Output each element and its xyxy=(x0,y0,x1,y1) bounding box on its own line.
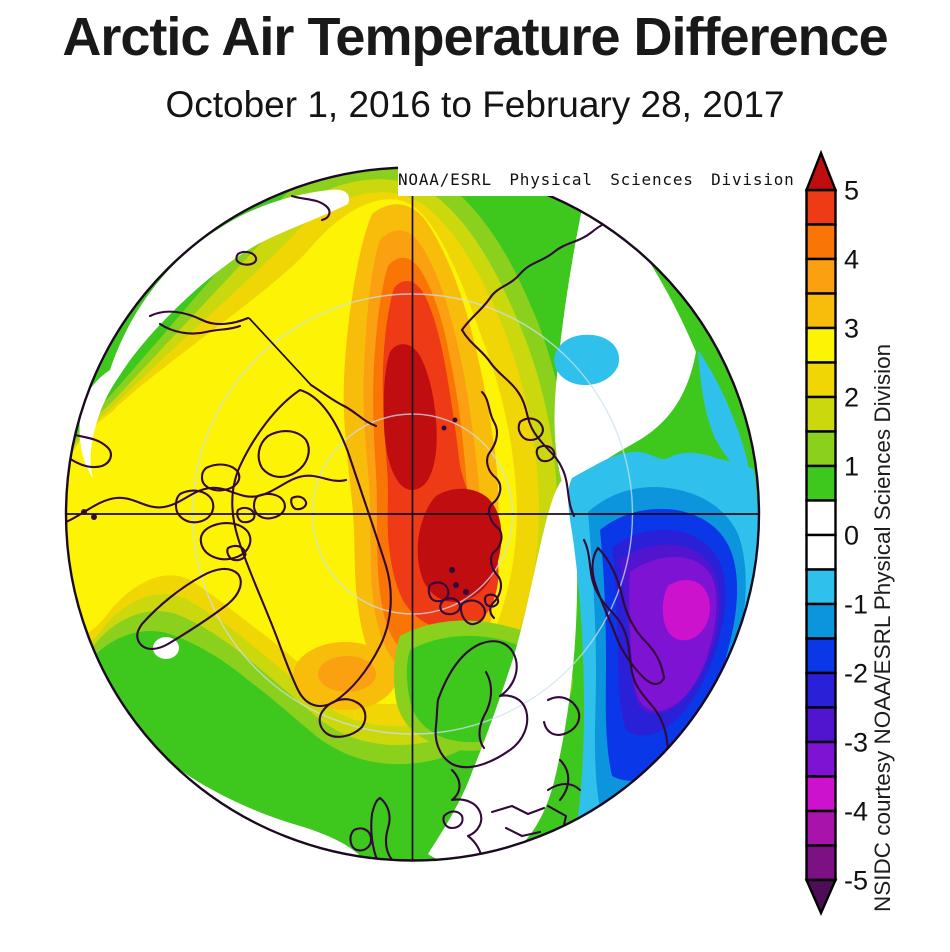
colorbar-segment xyxy=(805,637,837,675)
coast-beaufort-2 xyxy=(158,322,242,335)
white-strip-and-europe xyxy=(428,480,578,860)
map-overlay-credit: NOAA/ESRL Physical Sciences Division xyxy=(398,163,794,196)
novaya-zemlya xyxy=(591,546,666,686)
colorbar-segment xyxy=(805,499,837,537)
chukotka xyxy=(66,430,112,469)
wrangel-island xyxy=(235,250,258,266)
colorbar-segment xyxy=(805,464,837,502)
colorbar-segment xyxy=(805,740,837,778)
colorbar-arrow-below xyxy=(804,878,838,916)
polar-island-chain xyxy=(480,390,503,620)
colorbar-segment xyxy=(805,602,837,640)
colorbar-segment xyxy=(805,568,837,606)
franz-josef-2 xyxy=(439,597,462,616)
island-small-2 xyxy=(226,544,247,562)
border-russia-1 xyxy=(558,758,570,802)
island-dot-nsi-2 xyxy=(441,425,447,431)
colorbar-segment xyxy=(805,326,837,364)
scandinavia xyxy=(434,640,529,769)
bering-island-dot-2 xyxy=(91,514,97,520)
colorbar-segment xyxy=(805,292,837,330)
page-title: Arctic Air Temperature Difference xyxy=(62,7,888,67)
colorbar-tick-label: -2 xyxy=(844,659,868,689)
white-region-top-left xyxy=(79,189,350,478)
fjl-dot-3 xyxy=(449,567,455,573)
page-subtitle: October 1, 2016 to February 28, 2017 xyxy=(165,84,785,125)
colorbar-segment xyxy=(805,430,837,468)
border-europe-3 xyxy=(546,782,582,792)
colorbar-segment xyxy=(805,188,837,226)
border-russia-3 xyxy=(574,826,588,860)
greenland xyxy=(231,388,392,707)
side-credit: NSIDC courtesy NOAA/ESRL Physical Scienc… xyxy=(870,343,895,912)
svalbard xyxy=(459,599,487,626)
coast-beaufort-1 xyxy=(148,310,250,326)
white-region-upper-right xyxy=(554,180,696,500)
colorbar-arrow-above xyxy=(804,149,838,192)
fjl-dot-2 xyxy=(463,589,469,595)
border-europe-1 xyxy=(490,804,546,816)
colorbar-tick-label: -5 xyxy=(844,866,868,896)
island-dot-nsi-1 xyxy=(452,417,458,423)
colorbar-segment xyxy=(805,223,837,261)
fjl-dot-1 xyxy=(453,582,459,588)
coast-siberia-top xyxy=(460,204,644,332)
coast-alaska-east xyxy=(309,383,378,428)
cyan-blob-upper-right xyxy=(554,334,620,386)
colorbar-tick-label: -4 xyxy=(844,797,868,827)
svalbard-2 xyxy=(483,593,500,608)
coastlines xyxy=(66,194,702,860)
coast-top-fragment xyxy=(290,194,331,222)
alaska-border-line xyxy=(248,317,312,386)
colorbar-tick-label: -1 xyxy=(844,590,868,620)
colorbar-tick-label: 5 xyxy=(844,176,859,206)
gulf-of-bothnia xyxy=(478,670,493,750)
border-europe-2 xyxy=(504,826,542,838)
colorbar-tick-label: 0 xyxy=(844,521,859,551)
colorbar-segment xyxy=(805,395,837,433)
cold-core-magenta xyxy=(662,580,710,641)
island-devon xyxy=(252,492,286,520)
colorbar-segment xyxy=(805,533,837,571)
colorbar-segment xyxy=(805,809,837,847)
colorbar-segment xyxy=(805,706,837,744)
island-ellesmere xyxy=(257,430,310,478)
colorbar-segment xyxy=(805,671,837,709)
colorbar-segment xyxy=(805,257,837,295)
island-melville xyxy=(200,463,241,492)
colorbar-segment xyxy=(805,361,837,399)
warm-core-darkest-1 xyxy=(383,344,437,490)
colorbar-tick-label: -3 xyxy=(844,728,868,758)
coast-baltic-europe xyxy=(450,768,484,860)
colorbar-tick-label: 2 xyxy=(844,383,859,413)
ireland xyxy=(349,827,373,852)
severnaya-zemlya-2 xyxy=(535,444,556,463)
map-fill-layers xyxy=(66,168,759,860)
coast-kara xyxy=(460,328,576,518)
island-baffin xyxy=(136,567,242,650)
bering-island-dot-1 xyxy=(81,509,87,515)
island-small-3 xyxy=(290,495,308,511)
graticule-lines xyxy=(66,168,759,860)
island-banks xyxy=(174,489,215,524)
colorbar-segment xyxy=(805,775,837,813)
iceland xyxy=(318,698,367,738)
island-victoria xyxy=(199,522,252,561)
cyan-rim-strip-right xyxy=(698,350,752,486)
colorbar-segment xyxy=(805,844,837,882)
colorbar: 5 4 3 2 1 0 -1 -2 -3 -4 -5 xyxy=(804,149,868,916)
great-britain xyxy=(370,796,394,860)
colorbar-tick-label: 3 xyxy=(844,314,859,344)
coast-kola xyxy=(542,696,581,736)
island-small-1 xyxy=(236,506,256,524)
warm-core-darkest-2 xyxy=(417,488,502,602)
severnaya-zemlya-1 xyxy=(517,417,544,442)
colorbar-tick-label: 4 xyxy=(844,245,859,275)
colorbar-tick-label: 1 xyxy=(844,452,859,482)
warm-spot-yellow-1 xyxy=(208,402,240,424)
denmark xyxy=(442,810,464,830)
warm-blob-iceland-orange xyxy=(318,656,376,692)
